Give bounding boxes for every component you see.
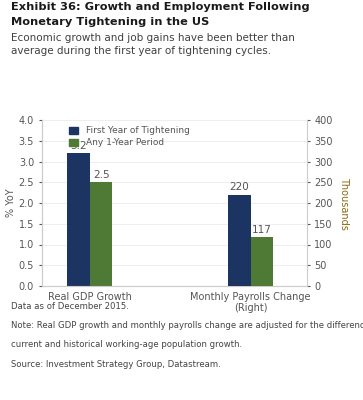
Text: 220: 220 [229, 182, 249, 192]
Text: Note: Real GDP growth and monthly payrolls change are adjusted for the differenc: Note: Real GDP growth and monthly payrol… [11, 321, 363, 330]
Text: 2.5: 2.5 [93, 170, 110, 180]
Text: Source: Investment Strategy Group, Datastream.: Source: Investment Strategy Group, Datas… [11, 360, 221, 369]
Legend: First Year of Tightening, Any 1-Year Period: First Year of Tightening, Any 1-Year Per… [68, 124, 191, 149]
Text: Monetary Tightening in the US: Monetary Tightening in the US [11, 17, 209, 27]
Bar [90, 182, 113, 286]
Bar [68, 153, 90, 286]
Bar [228, 195, 250, 286]
Y-axis label: % YoY: % YoY [6, 189, 16, 217]
Text: Exhibit 36: Growth and Employment Following: Exhibit 36: Growth and Employment Follow… [11, 2, 310, 12]
Bar [250, 238, 273, 286]
Text: Economic growth and job gains have been better than
average during the first yea: Economic growth and job gains have been … [11, 33, 295, 56]
Text: current and historical working-age population growth.: current and historical working-age popul… [11, 340, 242, 350]
Text: Data as of December 2015.: Data as of December 2015. [11, 302, 129, 311]
Text: 3.2: 3.2 [70, 141, 87, 151]
Y-axis label: Thousands: Thousands [339, 176, 348, 230]
Text: 117: 117 [252, 225, 272, 235]
